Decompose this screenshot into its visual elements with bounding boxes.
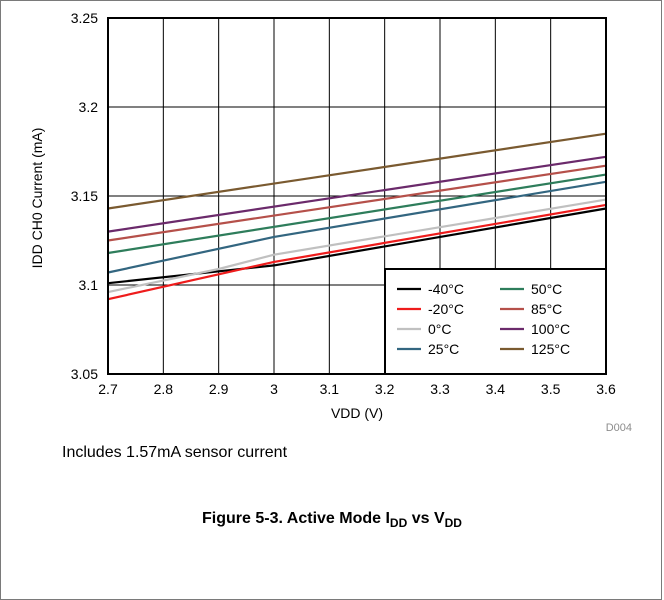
- legend-label: 125°C: [531, 341, 570, 357]
- series-line: [107, 164, 607, 242]
- y-tick-label: 3.05: [71, 366, 98, 382]
- y-tick-label: 3.15: [71, 188, 98, 204]
- figure-id: D004: [606, 422, 632, 434]
- x-tick-label: 3.3: [430, 381, 450, 397]
- figure-caption: Figure 5-3. Active Mode IDD vs VDD: [202, 510, 462, 531]
- line-chart: 2.7 2.8 2.9 3 3.1 3.2 3.3 3.4 3.5 3.6 3.05 3.1 3.15…: [29, 10, 632, 434]
- x-tick-label: 3.4: [486, 381, 506, 397]
- legend-label: -40°C: [428, 281, 464, 297]
- series-line: [107, 207, 607, 285]
- legend-box: [384, 268, 607, 375]
- legend-label: 100°C: [531, 321, 570, 337]
- y-tick-label: 3.1: [79, 277, 99, 293]
- x-tick-label: 3.2: [375, 381, 395, 397]
- x-tick-label: 2.9: [209, 381, 229, 397]
- series-line: [107, 132, 607, 210]
- series-line: [107, 203, 607, 301]
- x-tick-labels: 2.7 2.8 2.9 3 3.1 3.2 3.3 3.4 3.5 3.6: [98, 381, 616, 397]
- legend-label: -20°C: [428, 301, 464, 317]
- x-tick-label: 3.1: [320, 381, 340, 397]
- legend-label: 85°C: [531, 301, 562, 317]
- x-tick-label: 3.6: [596, 381, 616, 397]
- footnote: Includes 1.57mA sensor current: [62, 444, 288, 461]
- x-tick-label: 2.8: [154, 381, 174, 397]
- y-axis-title: IDD CH0 Current (mA): [29, 128, 45, 269]
- series-layer: [107, 132, 607, 301]
- x-tick-label: 2.7: [98, 381, 118, 397]
- legend-label: 25°C: [428, 341, 459, 357]
- series-line: [107, 180, 607, 274]
- legend: -40°C -20°C 0°C 25°C 50°C 85°C 100°C 125°C: [384, 268, 607, 375]
- y-tick-label: 3.2: [79, 99, 99, 115]
- x-axis-title: VDD (V): [331, 405, 383, 421]
- series-line: [107, 173, 607, 255]
- series-line: [107, 198, 607, 294]
- legend-label: 0°C: [428, 321, 452, 337]
- y-tick-labels: 3.05 3.1 3.15 3.2 3.25: [71, 10, 98, 382]
- x-tick-label: 3: [270, 381, 278, 397]
- plot-border: [107, 17, 607, 375]
- series-line: [107, 155, 607, 233]
- legend-label: 50°C: [531, 281, 562, 297]
- x-tick-label: 3.5: [541, 381, 561, 397]
- y-tick-label: 3.25: [71, 10, 98, 26]
